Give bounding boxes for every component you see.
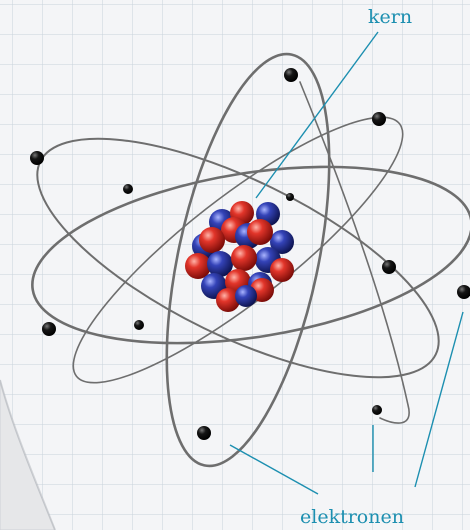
proton — [231, 245, 257, 271]
neutron — [235, 285, 257, 307]
electron — [197, 426, 211, 440]
proton — [247, 219, 273, 245]
electrons-label: elektronen — [300, 508, 404, 527]
proton — [199, 227, 225, 253]
proton — [270, 258, 294, 282]
electron — [372, 112, 386, 126]
electron — [286, 193, 294, 201]
electron — [123, 184, 133, 194]
electron — [372, 405, 382, 415]
electron — [134, 320, 144, 330]
electron — [382, 260, 396, 274]
electron — [42, 322, 56, 336]
nucleus-label: kern — [368, 8, 412, 27]
electron — [30, 151, 44, 165]
electron — [284, 68, 298, 82]
